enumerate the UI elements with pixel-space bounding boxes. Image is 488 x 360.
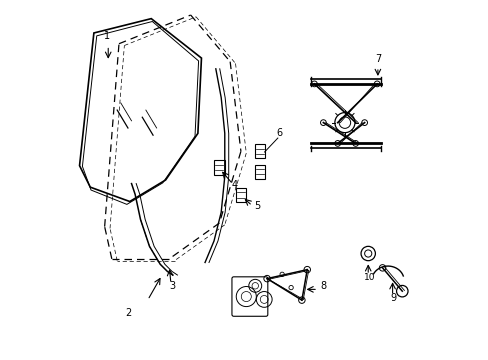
Text: 6: 6 [276,128,282,138]
Text: 9: 9 [389,293,396,303]
Text: 4: 4 [231,180,237,190]
Text: 5: 5 [254,201,260,211]
Text: 3: 3 [169,282,176,291]
Text: 8: 8 [320,282,326,291]
Text: 10: 10 [364,273,375,282]
Text: 2: 2 [124,308,131,318]
Text: 7: 7 [374,54,380,64]
Text: 1: 1 [104,31,110,41]
